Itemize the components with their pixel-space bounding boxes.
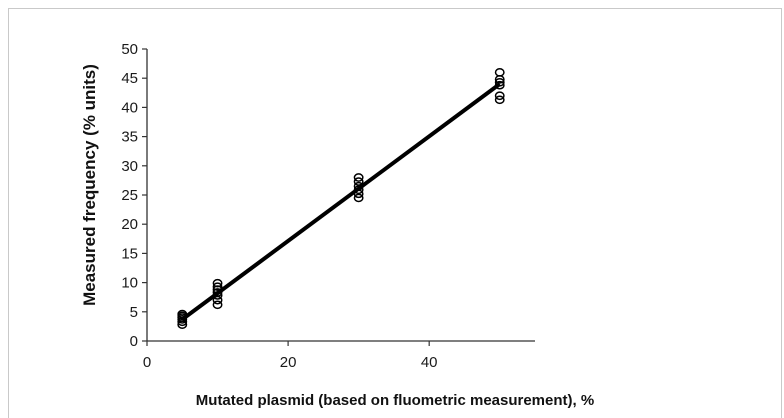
data-point <box>496 69 504 76</box>
x-tick-label: 0 <box>143 354 151 371</box>
y-tick-label: 45 <box>121 70 138 87</box>
y-axis-title: Measured frequency (% units) <box>80 64 99 306</box>
trendline <box>182 84 499 319</box>
y-tick-label: 30 <box>121 158 138 175</box>
x-axis-ticks: 0 20 40 <box>143 341 438 371</box>
y-tick-label: 25 <box>121 187 138 204</box>
y-tick-label: 5 <box>130 304 138 321</box>
y-tick-label: 15 <box>121 245 138 262</box>
y-tick-label: 20 <box>121 216 138 233</box>
x-axis-title: Mutated plasmid (based on fluometric mea… <box>196 392 594 409</box>
y-tick-label: 10 <box>121 275 138 292</box>
axes <box>147 49 535 341</box>
x-tick-label: 20 <box>280 354 297 371</box>
data-points <box>178 69 504 328</box>
y-axis-ticks: 0 5 10 15 20 25 30 35 40 45 50 <box>121 41 147 350</box>
y-tick-label: 50 <box>121 41 138 58</box>
y-tick-label: 0 <box>130 333 138 350</box>
x-tick-label: 40 <box>421 354 438 371</box>
trendline-group <box>182 84 499 319</box>
y-tick-label: 40 <box>121 99 138 116</box>
y-tick-label: 35 <box>121 129 138 146</box>
